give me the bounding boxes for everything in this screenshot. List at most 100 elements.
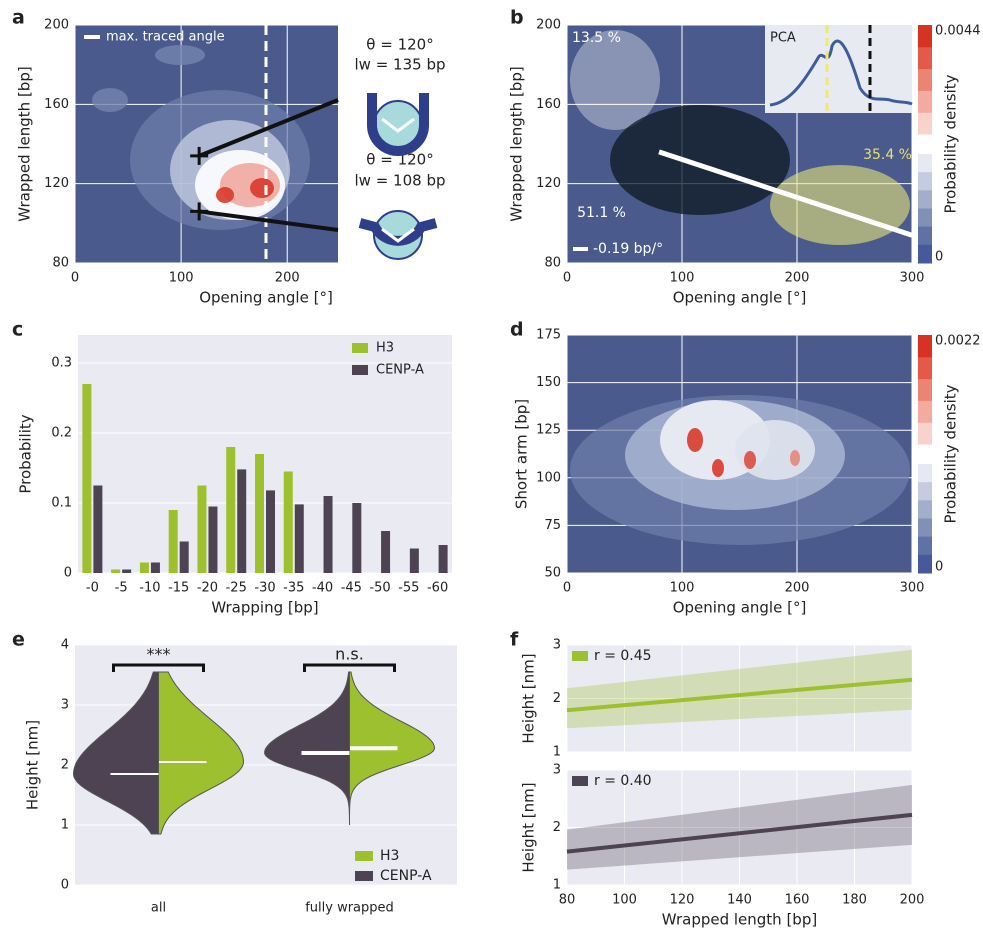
colorbar-swatch [918, 154, 932, 173]
y-tick-label: 50 [544, 566, 561, 581]
density-blob [735, 420, 815, 480]
bar [324, 496, 333, 573]
colorbar-label: Probability density [942, 384, 960, 523]
y-tick-label: 3 [553, 638, 561, 653]
y-tick-label: 1 [61, 818, 69, 833]
bar [439, 545, 448, 573]
x-tick-label: -0 [86, 581, 99, 596]
colorbar-swatch [918, 190, 932, 209]
colorbar-swatch [918, 357, 932, 379]
bar [197, 486, 206, 574]
colorbar-swatch [918, 25, 932, 47]
y-tick-label: 200 [44, 18, 69, 33]
x-tick-label: 200 [900, 893, 925, 908]
density-blob [216, 187, 234, 203]
legend-swatch [572, 651, 588, 661]
x-tick-label: 100 [612, 893, 637, 908]
slope-label: -0.19 bp/° [593, 241, 663, 257]
x-axis-label: Wrapping [bp] [211, 599, 318, 617]
colorbar-label: Probability density [942, 74, 960, 213]
x-tick-label: 300 [900, 581, 925, 596]
x-axis-label: Opening angle [°] [673, 599, 807, 617]
colorbar-swatch [918, 482, 932, 501]
panel-label: e [12, 629, 25, 651]
y-axis-label: Height [nm] [24, 720, 42, 810]
figure: abcdef010020080120160200Wrapped length [… [0, 0, 983, 935]
x-tick-label: 100 [169, 271, 194, 286]
bar [284, 472, 293, 574]
x-tick-label: 0 [71, 271, 79, 286]
significance-label: n.s. [335, 645, 364, 664]
x-tick-label: -5 [115, 581, 128, 596]
x-tick-label: -20 [197, 581, 218, 596]
panel-label: a [12, 7, 25, 29]
colorbar-swatch [918, 112, 932, 134]
bar [226, 447, 235, 573]
legend-label: CENP-A [380, 868, 432, 884]
y-tick-label: 1 [553, 878, 561, 893]
y-axis-label: Wrapped length [bp] [16, 66, 34, 221]
x-tick-label: 0 [563, 271, 571, 286]
x-tick-label: 180 [842, 893, 867, 908]
y-tick-label: 120 [536, 176, 561, 191]
legend-label: r = 0.45 [594, 648, 652, 664]
x-tick-label: -40 [312, 581, 333, 596]
y-tick-label: 2 [553, 691, 561, 706]
legend-label: CENP-A [376, 363, 424, 378]
colorbar-swatch [918, 500, 932, 519]
colorbar-swatch [918, 400, 932, 422]
y-tick-label: 3 [61, 698, 69, 713]
y-tick-label: 0 [61, 878, 69, 893]
x-tick-label: -50 [369, 581, 390, 596]
y-axis-label: Probability [17, 414, 35, 493]
x-tick-label: -10 [139, 581, 160, 596]
y-tick-label: 0.2 [51, 426, 72, 441]
y-tick-label: 0.1 [51, 496, 72, 511]
colorbar-swatch [918, 379, 932, 401]
density-blob [712, 459, 724, 477]
y-tick-label: 0.3 [51, 356, 72, 371]
bar [122, 570, 131, 574]
colorbar-swatch [918, 245, 932, 264]
panel-label: f [510, 629, 519, 651]
density-blob [790, 450, 800, 466]
legend-swatch [355, 871, 373, 881]
x-tick-label: all [151, 901, 166, 916]
x-tick-label: 120 [670, 893, 695, 908]
x-tick-label: 140 [727, 893, 752, 908]
density-blob [155, 45, 205, 65]
y-axis-label: Height [nm] [520, 782, 538, 872]
x-tick-label: 200 [785, 581, 810, 596]
bar [111, 570, 120, 574]
colorbar-swatch [918, 227, 932, 246]
region-percent: 13.5 % [572, 30, 621, 46]
x-tick-label: 100 [670, 271, 695, 286]
inset-annotation: θ = 120° [366, 36, 433, 54]
bar [140, 563, 149, 574]
colorbar-swatch [918, 422, 932, 444]
x-axis-label: Wrapped length [bp] [662, 911, 817, 929]
legend-swatch [355, 851, 373, 861]
bar [295, 504, 304, 573]
region-percent: 51.1 % [577, 205, 626, 221]
y-tick-label: 1 [553, 745, 561, 760]
y-axis-label: Wrapped length [bp] [508, 66, 526, 221]
y-tick-label: 80 [52, 256, 69, 271]
x-tick-label: -30 [254, 581, 275, 596]
x-tick-label: 0 [563, 581, 571, 596]
x-tick-label: 160 [785, 893, 810, 908]
x-tick-label: 100 [670, 581, 695, 596]
density-blob [770, 165, 910, 245]
x-axis-label: Opening angle [°] [199, 289, 333, 307]
colorbar-swatch [918, 335, 932, 357]
y-tick-label: 160 [44, 97, 69, 112]
heatmap-field [570, 395, 910, 545]
panel-label: b [510, 7, 524, 29]
y-tick-label: 75 [544, 518, 561, 533]
inset-annotation: lw = 108 bp [355, 172, 446, 190]
y-tick-label: 150 [536, 375, 561, 390]
bar [410, 549, 419, 574]
colorbar-swatch [918, 47, 932, 69]
y-tick-label: 160 [536, 97, 561, 112]
colorbar-tick-label: 0.0022 [935, 334, 981, 349]
